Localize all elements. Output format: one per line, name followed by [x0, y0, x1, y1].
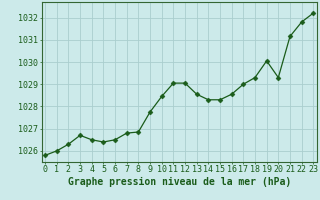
X-axis label: Graphe pression niveau de la mer (hPa): Graphe pression niveau de la mer (hPa)	[68, 177, 291, 187]
